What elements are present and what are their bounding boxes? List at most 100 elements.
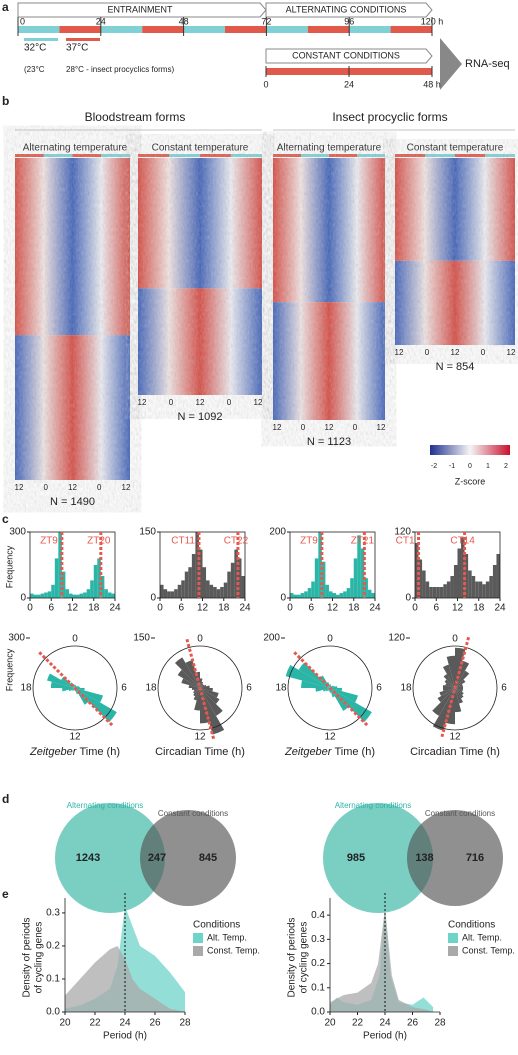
x-axis-label-italic: Zeitgeber	[29, 746, 78, 758]
venn-b-name: Constant conditions	[425, 809, 495, 818]
legend-swatch	[448, 946, 458, 956]
rose-petal	[177, 669, 200, 688]
time-strip	[301, 154, 329, 157]
heatmap-tick: 12	[68, 483, 77, 492]
rose-petal	[193, 688, 200, 694]
histogram-bar	[311, 581, 315, 598]
histogram-bar	[37, 594, 41, 598]
rose-tick: 12	[449, 732, 461, 743]
rose-scale-label: 300	[8, 633, 25, 644]
rose-petal	[446, 655, 455, 688]
histogram-bar	[418, 559, 423, 598]
histogram-bar	[40, 593, 45, 598]
legend-label: Alt. Temp.	[462, 932, 502, 942]
heatmap-tick: 12	[254, 398, 263, 407]
histogram-bar	[198, 549, 203, 598]
rose-petal	[47, 673, 75, 688]
rose-petal	[455, 688, 464, 696]
rose-petal	[200, 688, 225, 735]
rose-petal	[200, 684, 207, 688]
histogram-bar	[107, 592, 112, 598]
x-tick-label: 6	[308, 603, 314, 614]
histogram-bar	[167, 591, 171, 598]
peak-label: ZT9	[40, 536, 58, 547]
rose-petal	[442, 688, 455, 692]
panel-label: b	[2, 94, 9, 108]
rose-petal	[200, 688, 213, 692]
tick-label: 24	[344, 79, 354, 89]
rose-petal	[442, 664, 455, 688]
rose-petal	[200, 685, 210, 688]
rose-petal	[455, 688, 464, 691]
time-strip	[138, 154, 169, 157]
histogram-bar	[213, 587, 217, 598]
legend-label: Alt. Temp.	[207, 932, 247, 942]
histogram-bar	[223, 582, 228, 598]
rose-petal	[191, 688, 200, 691]
tick-label: 72	[261, 16, 271, 26]
rose-petal	[200, 688, 219, 698]
peak-label: CT22	[224, 536, 249, 547]
heatmap-n: N = 854	[436, 361, 475, 373]
x-tick-label: 22	[89, 1018, 101, 1029]
peak-label: CT1	[396, 536, 415, 547]
entrainment-label: ENTRAINMENT	[108, 4, 174, 14]
rose-petal	[455, 688, 464, 699]
heatmap-tick: 12	[122, 483, 131, 492]
rose-petal	[455, 679, 466, 688]
legend-swatch	[24, 38, 58, 41]
time-strip	[169, 154, 200, 157]
time-strip	[200, 154, 231, 157]
time-strip	[273, 154, 301, 157]
rose-petal	[315, 688, 330, 692]
rose-petal	[62, 688, 75, 692]
histogram-bar	[184, 571, 189, 598]
time-strip	[43, 154, 73, 157]
histogram-bar	[453, 565, 458, 598]
histogram-bar	[364, 578, 368, 598]
temperature-segment	[390, 26, 432, 33]
histogram-bar	[314, 558, 319, 598]
histogram-bar	[195, 532, 199, 598]
histogram-bar	[100, 576, 105, 598]
heatmap-tick: 0	[227, 398, 232, 407]
temperature-segment	[349, 26, 391, 33]
histogram-bar	[209, 584, 214, 598]
x-tick-label: 0	[287, 603, 293, 614]
rose-frame	[32, 645, 118, 731]
time-strip	[15, 154, 44, 157]
histogram-bar	[230, 562, 235, 598]
histogram-bar	[104, 589, 108, 598]
venn-a	[323, 803, 433, 913]
rose-petal	[439, 688, 455, 697]
histogram-bar	[44, 592, 48, 598]
x-tick-label: 24	[109, 603, 121, 614]
heatmap-tick: 12	[196, 398, 205, 407]
x-tick-label: 12	[197, 603, 209, 614]
rose-tick: 12	[69, 732, 81, 743]
histogram-bar	[432, 587, 437, 598]
histogram-bar	[206, 580, 210, 598]
rose-petal	[445, 682, 455, 688]
heatmap-noise	[395, 158, 515, 345]
panel-label: e	[2, 887, 9, 901]
venn-b	[140, 810, 236, 906]
y-tick-label: 0.1	[311, 982, 325, 993]
histogram-bar	[350, 578, 354, 598]
histogram-bar	[439, 587, 444, 598]
constant-arrow	[265, 48, 433, 64]
venn-b	[407, 810, 503, 906]
heatmap-n: N = 1123	[307, 436, 351, 448]
time-strip	[72, 154, 102, 157]
legend-insect-high: 28°C - insect procyclics forms)	[66, 65, 174, 74]
rose-petal	[75, 688, 117, 723]
rose-frame	[287, 645, 373, 731]
histogram-bar	[457, 548, 462, 598]
y-tick-label: 0.1	[46, 974, 60, 985]
histogram-bar	[371, 593, 375, 598]
legend-title: Conditions	[448, 920, 495, 931]
rose-petal	[200, 681, 204, 688]
heatmap-tick: 12	[395, 348, 404, 357]
x-tick-label: 0	[412, 603, 418, 614]
rose-tick: 18	[20, 683, 32, 694]
